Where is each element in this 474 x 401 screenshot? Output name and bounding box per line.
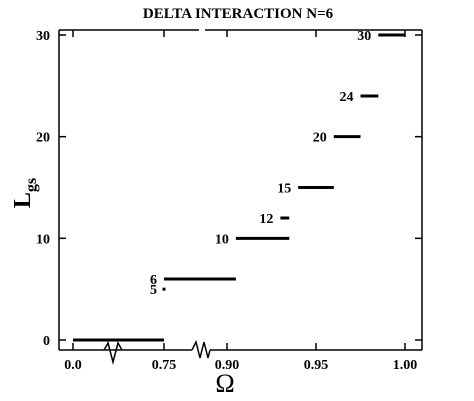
x-tick-label-2: 0.90 — [215, 358, 240, 373]
level-label-12: 12 — [259, 212, 273, 227]
x-tick-label-3: 0.95 — [304, 358, 329, 373]
y-axis-label-main: L — [10, 192, 36, 208]
y-tick-label-1: 10 — [36, 232, 50, 247]
y-tick-label-0: 0 — [43, 334, 50, 349]
level-segments — [73, 33, 405, 342]
x-tick-label-0: 0.0 — [64, 358, 82, 373]
y-axis-label-sub: gs — [23, 178, 40, 192]
level-label-5: 5 — [150, 283, 157, 298]
y-tick-label-3: 30 — [36, 29, 50, 44]
plot-frame — [58, 29, 423, 351]
level-label-15: 15 — [277, 182, 291, 197]
level-label-10: 10 — [215, 232, 229, 247]
level-labels: 56 10 12 15 20 24 30 — [150, 29, 371, 298]
level-label-6: 6 — [150, 273, 157, 288]
level-label-30: 30 — [357, 29, 371, 44]
y-tick-label-2: 20 — [36, 131, 50, 146]
svg-text:Lgs: Lgs — [10, 178, 40, 208]
x-ticks: 0.0 0.75 0.90 0.95 1.00 — [64, 30, 417, 373]
x-tick-label-1: 0.75 — [152, 358, 177, 373]
x-axis-label: Ω — [215, 369, 234, 398]
level-label-24: 24 — [340, 90, 354, 105]
chart-title: DELTA INTERACTION N=6 — [143, 6, 334, 22]
axis-break-bottom — [191, 339, 211, 359]
y-ticks: 0 10 20 30 — [36, 29, 422, 349]
level-label-20: 20 — [313, 131, 327, 146]
x-tick-label-4: 1.00 — [393, 358, 418, 373]
axis-break-left — [103, 341, 123, 365]
level-point-5 — [162, 287, 166, 291]
y-axis-label: Lgs — [10, 178, 40, 208]
